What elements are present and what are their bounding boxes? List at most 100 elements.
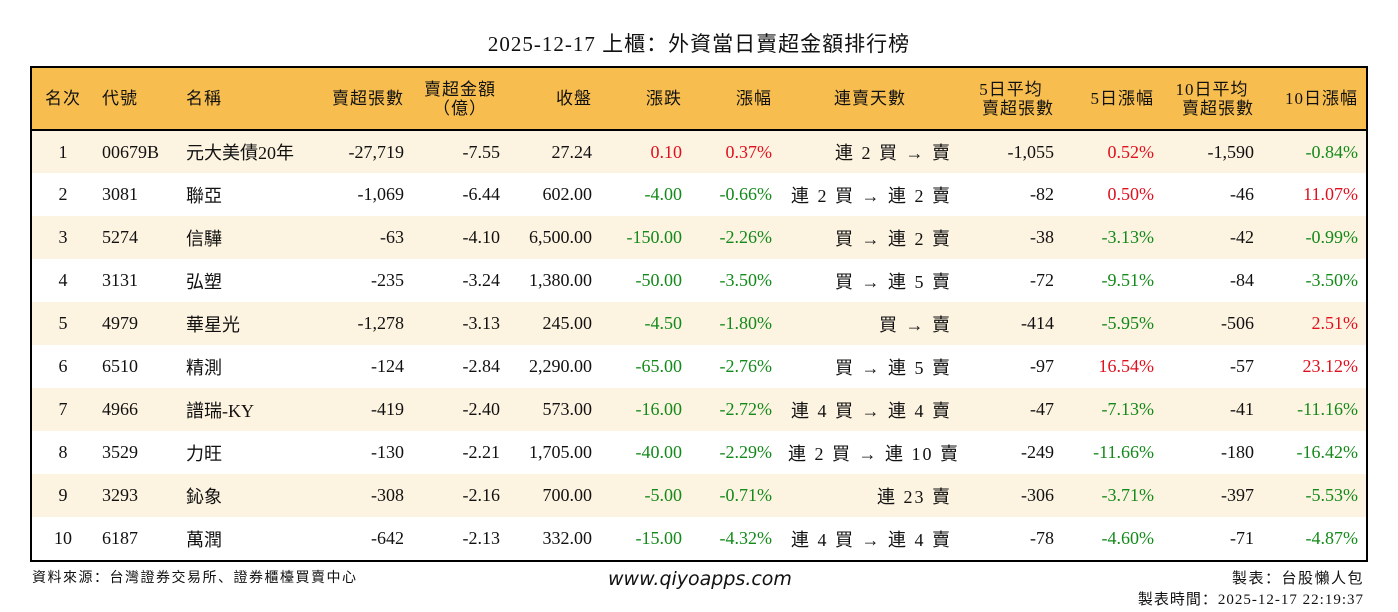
cell-code: 3293 (102, 485, 138, 505)
table-row: 8 3529 力旺 -130 -2.21 1,705.00 -40.00 -2.… (32, 431, 1366, 474)
cell-avg10: -46 (1230, 184, 1254, 204)
cell-sell-amount: -7.55 (462, 141, 501, 162)
cell-pct: -3.50% (719, 270, 773, 290)
header-avg10: 10日平均 賣超張數 (1162, 68, 1262, 130)
cell-sell-shares: -63 (380, 227, 404, 247)
cell-pct5: 0.52% (1107, 141, 1155, 162)
cell-change: -65.00 (635, 356, 683, 376)
cell-change: -4.00 (644, 184, 683, 204)
cell-pct5: -7.13% (1101, 399, 1155, 419)
cell-pct: -1.80% (719, 313, 773, 333)
cell-avg5: -82 (1030, 184, 1054, 204)
header-avg5-line1: 5日平均 (979, 79, 1043, 99)
header-sell-shares: 賣超張數 (332, 89, 404, 108)
cell-code: 6187 (102, 528, 138, 548)
cell-name: 精測 (186, 357, 222, 378)
cell-code: 4966 (102, 399, 138, 419)
header-sell-amount: 賣超金額 （億） (412, 68, 508, 130)
header-sell-amount-line2: （億） (433, 98, 487, 118)
cell-code: 6510 (102, 356, 138, 376)
cell-change: -15.00 (635, 528, 683, 548)
cell-streak: 買 → 連 5 賣 (835, 357, 952, 378)
cell-sell-shares: -1,278 (357, 313, 405, 333)
header-avg10-line2: 賣超張數 (1182, 98, 1254, 118)
cell-streak: 買 → 賣 (879, 314, 952, 335)
cell-streak: 連 2 買 → 連 10 賣 (788, 443, 960, 464)
cell-sell-amount: -3.24 (462, 270, 501, 290)
cell-close: 6,500.00 (529, 227, 592, 247)
cell-sell-amount: -3.13 (462, 313, 501, 333)
cell-sell-shares: -1,069 (357, 184, 405, 204)
cell-avg10: -397 (1221, 485, 1254, 505)
cell-streak: 連 4 買 → 連 4 賣 (791, 529, 952, 550)
cell-avg5: -1,055 (1007, 141, 1055, 162)
cell-pct: -4.32% (719, 528, 773, 548)
cell-pct5: 16.54% (1098, 356, 1155, 376)
cell-close: 245.00 (542, 313, 593, 333)
cell-avg10: -42 (1230, 227, 1254, 247)
cell-streak: 買 → 連 2 賣 (835, 228, 952, 249)
cell-pct: -0.71% (719, 485, 773, 505)
header-avg10-line1: 10日平均 (1175, 79, 1249, 99)
cell-pct10: -0.99% (1305, 227, 1359, 247)
cell-sell-shares: -27,719 (348, 141, 405, 162)
table-row: 4 3131 弘塑 -235 -3.24 1,380.00 -50.00 -3.… (32, 259, 1366, 302)
cell-rank: 6 (58, 356, 68, 376)
cell-rank: 10 (54, 528, 72, 548)
cell-rank: 2 (58, 184, 68, 204)
maker-credit: 製表：台股懶人包 (1231, 571, 1364, 587)
cell-code: 00679B (102, 141, 160, 162)
cell-avg5: -97 (1030, 356, 1054, 376)
cell-avg10: -41 (1230, 399, 1254, 419)
cell-avg10: -506 (1221, 313, 1254, 333)
header-streak: 連賣天數 (834, 89, 906, 108)
cell-change: -50.00 (635, 270, 683, 290)
cell-pct5: -11.66% (1093, 442, 1154, 462)
cell-pct: 0.37% (725, 141, 773, 162)
cell-avg5: -47 (1030, 399, 1054, 419)
cell-avg5: -72 (1030, 270, 1054, 290)
header-pct: 漲幅 (736, 89, 772, 108)
cell-pct5: -4.60% (1101, 528, 1155, 548)
cell-pct10: -16.42% (1296, 442, 1359, 462)
cell-avg10: -180 (1221, 442, 1254, 462)
cell-pct5: -9.51% (1101, 270, 1155, 290)
cell-avg10: -71 (1230, 528, 1254, 548)
table-row: 9 3293 鈊象 -308 -2.16 700.00 -5.00 -0.71%… (32, 474, 1366, 517)
cell-pct10: -4.87% (1305, 528, 1359, 548)
cell-close: 2,290.00 (529, 356, 592, 376)
cell-change: -4.50 (644, 313, 683, 333)
cell-rank: 7 (58, 399, 68, 419)
cell-avg5: -306 (1021, 485, 1054, 505)
cell-change: -150.00 (626, 227, 683, 247)
table-row: 6 6510 精測 -124 -2.84 2,290.00 -65.00 -2.… (32, 345, 1366, 388)
cell-pct5: -3.13% (1101, 227, 1155, 247)
cell-name: 力旺 (186, 443, 222, 464)
cell-sell-amount: -2.84 (462, 356, 501, 376)
cell-change: 0.10 (650, 141, 683, 162)
cell-avg10: -1,590 (1207, 141, 1255, 162)
header-code: 代號 (102, 89, 138, 108)
header-change: 漲跌 (646, 89, 682, 108)
cell-sell-amount: -2.13 (462, 528, 501, 548)
cell-pct5: -5.95% (1101, 313, 1155, 333)
cell-code: 4979 (102, 313, 138, 333)
ranking-table: 名次 代號 名稱 賣超張數 賣超金額 （億） 收盤 漲跌 漲幅 連賣天數 5日平… (30, 66, 1368, 562)
cell-rank: 3 (58, 227, 68, 247)
cell-pct: -2.72% (719, 399, 773, 419)
cell-rank: 8 (58, 442, 68, 462)
cell-name: 譜瑞-KY (186, 400, 254, 421)
generated-time: 製表時間：2025-12-17 22:19:37 (1137, 592, 1364, 608)
website-link[interactable]: www.qiyoapps.com (608, 568, 792, 590)
cell-sell-amount: -4.10 (462, 227, 501, 247)
cell-pct10: -3.50% (1305, 270, 1359, 290)
cell-pct10: -5.53% (1305, 485, 1359, 505)
cell-pct10: 2.51% (1311, 313, 1359, 333)
cell-name: 華星光 (186, 314, 240, 335)
cell-avg5: -414 (1021, 313, 1054, 333)
cell-name: 鈊象 (186, 486, 222, 507)
cell-pct10: -0.84% (1305, 141, 1359, 162)
table-row: 3 5274 信驊 -63 -4.10 6,500.00 -150.00 -2.… (32, 216, 1366, 259)
header-avg5-line2: 賣超張數 (982, 98, 1054, 118)
cell-sell-shares: -308 (371, 485, 404, 505)
